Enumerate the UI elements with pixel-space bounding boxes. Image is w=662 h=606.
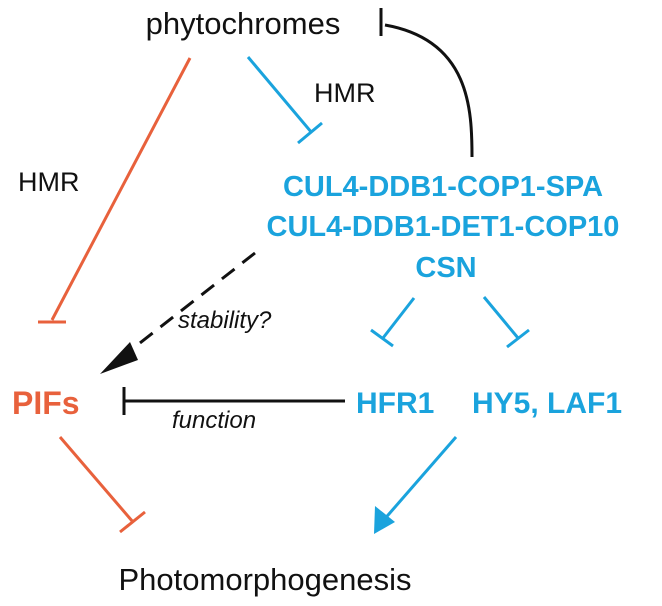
complex-label-line2: CUL4-DDB1-DET1-COP10 (267, 211, 620, 243)
complex-inhibits-phytochromes-edge (384, 23, 474, 158)
complex-label-line1: CUL4-DDB1-COP1-SPA (283, 171, 603, 203)
stability-arrowhead (100, 342, 138, 374)
complex-inhibits-hy5-edge (482, 296, 520, 339)
phytochromes-inhibits-complex-edge (246, 56, 314, 134)
phytochromes-inhibits-pifs-edge (50, 57, 192, 321)
photomorphogenesis-inhibition-bar (119, 510, 146, 534)
hmr-orange-label: HMR (18, 167, 80, 197)
hy5-inhibition-bar (506, 328, 530, 349)
complex-inhibition-bar (297, 121, 323, 145)
stability-label: stability? (178, 307, 272, 334)
function-label: function (172, 407, 256, 434)
complex-stabilizes-pifs-edge (107, 251, 256, 370)
hfr1-inhibition-bar (370, 328, 394, 348)
hy5-laf1-label: HY5, LAF1 (472, 387, 622, 420)
hfr1-label: HFR1 (356, 387, 434, 420)
pifs-label: PIFs (12, 385, 80, 421)
photomorphogenesis-label: Photomorphogenesis (119, 562, 412, 597)
hmr-blue-label: HMR (314, 78, 376, 108)
complex-inhibits-hfr1-edge (381, 297, 416, 339)
phytochromes-label: phytochromes (146, 6, 341, 41)
pifs-inhibits-photomorphogenesis-edge (58, 436, 135, 523)
complex-label-line3: CSN (415, 252, 476, 284)
hy5-arrowhead (374, 506, 395, 534)
hy5-promotes-photomorphogenesis-edge (380, 436, 458, 523)
